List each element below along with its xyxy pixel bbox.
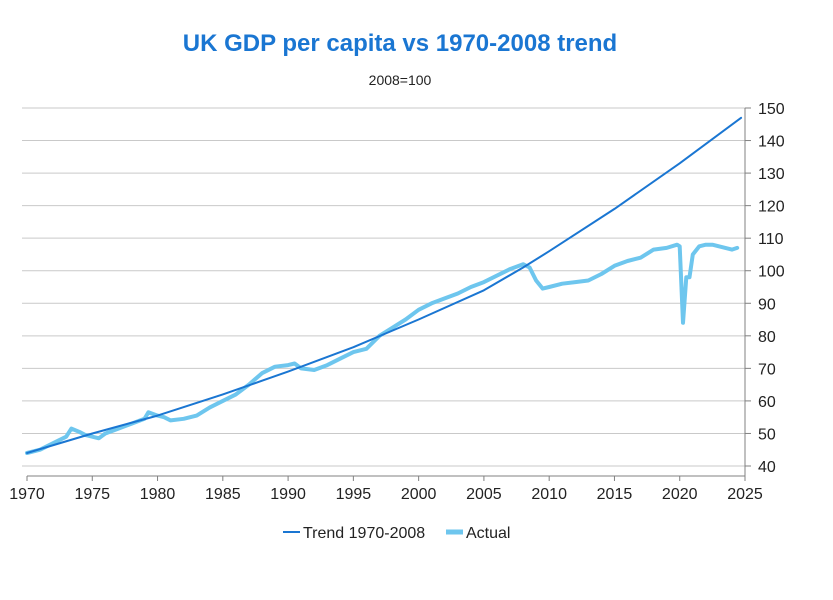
y-tick-label: 60 — [758, 394, 776, 411]
x-tick-label: 2005 — [466, 486, 502, 503]
legend-label-actual: Actual — [466, 525, 510, 542]
series-lines — [25, 116, 743, 455]
x-tick-label: 2015 — [597, 486, 633, 503]
gridlines — [22, 107, 745, 467]
y-tick-label: 40 — [758, 459, 776, 476]
x-tick-label: 2025 — [727, 486, 763, 503]
x-tick-label: 2020 — [662, 486, 698, 503]
y-tick-label: 90 — [758, 296, 776, 313]
y-tick-label: 150 — [758, 101, 785, 118]
x-tick-label: 1985 — [205, 486, 241, 503]
x-tick-label: 1975 — [74, 486, 110, 503]
x-tick-label: 1995 — [336, 486, 372, 503]
y-tick-label: 50 — [758, 426, 776, 443]
legend-label-trend: Trend 1970-2008 — [303, 525, 425, 542]
series-line-trend — [26, 116, 743, 454]
x-tick-label: 2010 — [531, 486, 567, 503]
x-tick-label: 1970 — [9, 486, 45, 503]
y-tick-label: 100 — [758, 264, 785, 281]
y-tick-label: 70 — [758, 361, 776, 378]
y-tick-label: 110 — [758, 231, 784, 248]
chart-title: UK GDP per capita vs 1970-2008 trend — [182, 30, 618, 57]
x-tick-label: 2000 — [401, 486, 437, 503]
x-tick-label: 1990 — [270, 486, 306, 503]
axes: 40 50 60 70 80 90 100 110 120 130 140 150 1970 1975 19… — [9, 101, 785, 503]
x-tick-label: 1980 — [140, 486, 176, 503]
y-tick-label: 120 — [758, 199, 785, 216]
chart-subtitle: 2008=100 — [368, 72, 432, 88]
y-tick-label: 140 — [758, 134, 785, 151]
y-tick-label: 80 — [758, 329, 776, 346]
legend: Trend 1970-2008 Actual — [283, 525, 510, 542]
y-tick-label: 130 — [758, 166, 785, 183]
